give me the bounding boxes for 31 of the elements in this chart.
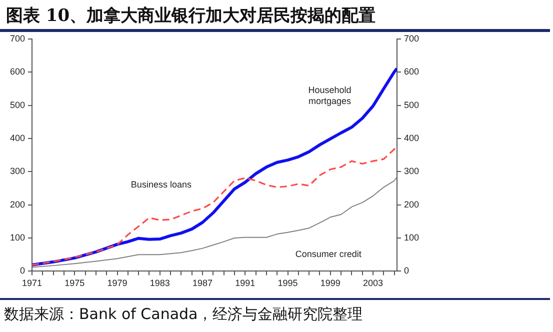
x-tick-label: 1983 bbox=[150, 278, 170, 288]
text: Business loans bbox=[130, 179, 192, 190]
y-tick-label: 0 bbox=[20, 266, 25, 276]
line-series bbox=[32, 145, 397, 266]
y2-tick-label: 0 bbox=[404, 266, 410, 276]
y-tick-label: 100 bbox=[10, 232, 25, 243]
series-label: Consumer credit bbox=[295, 249, 362, 260]
y2-tick-label: 200 bbox=[404, 199, 420, 210]
y2-tick-label: 100 bbox=[404, 232, 420, 243]
y2-tick-label: 400 bbox=[404, 133, 420, 143]
x-tick-label: 2003 bbox=[363, 278, 384, 288]
y-tick-label: 600 bbox=[10, 66, 25, 77]
x-tick-label: 1995 bbox=[278, 278, 298, 288]
x-tick-label: 1991 bbox=[235, 278, 256, 288]
source-note: 数据来源：Bank of Canada，经济与金融研究院整理 bbox=[4, 305, 363, 324]
y2-tick-label: 300 bbox=[404, 166, 420, 176]
y2-tick-label: 600 bbox=[404, 66, 420, 77]
x-tick-label: 1999 bbox=[320, 278, 340, 288]
y-tick-label: 700 bbox=[10, 33, 25, 44]
y-tick-label: 200 bbox=[10, 199, 25, 210]
y2-tick-label: 500 bbox=[404, 100, 420, 110]
y-tick-label: 400 bbox=[10, 133, 25, 143]
y2-tick-label: 700 bbox=[404, 33, 420, 44]
series-label: Household mortgages bbox=[308, 85, 352, 106]
y-tick-label: 300 bbox=[10, 166, 25, 176]
x-tick-label: 1971 bbox=[22, 278, 42, 288]
x-tick-label: 1979 bbox=[107, 278, 128, 288]
chart-title: 图表 10、加拿大商业银行加大对居民按揭的配置 bbox=[6, 5, 376, 27]
y-tick-label: 500 bbox=[10, 100, 25, 110]
x-tick-label: 1975 bbox=[64, 278, 85, 288]
x-tick-label: 1987 bbox=[192, 278, 213, 288]
